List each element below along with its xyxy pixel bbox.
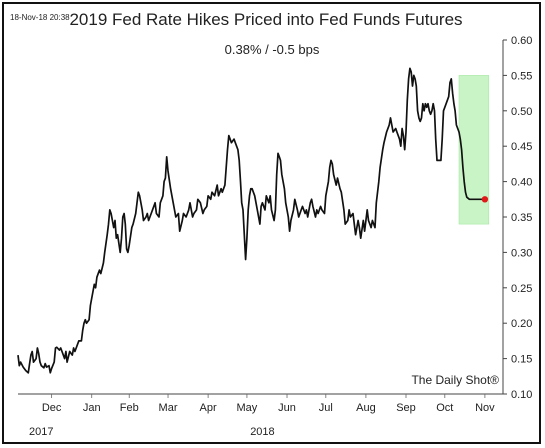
- y-tick-label: 0.55: [511, 70, 532, 82]
- x-tick-label: Jan: [83, 402, 101, 414]
- y-tick-label: 0.45: [511, 141, 532, 153]
- x-tick-label: Jul: [319, 402, 333, 414]
- y-tick-label: 0.30: [511, 247, 532, 259]
- x-tick-label: Aug: [356, 402, 376, 414]
- last-value-dot: [481, 196, 489, 203]
- plot-layer: 0.10 0.15 0.20 0.25 0.30 0.35 0.40 0.45 0.50 0.55…: [17, 35, 532, 438]
- chart-title: 2019 Fed Rate Hikes Priced into Fed Fund…: [69, 10, 462, 29]
- watermark: The Daily Shot®: [411, 373, 499, 387]
- y-tick-label: 0.35: [511, 212, 532, 224]
- x-tick-label: Dec: [42, 402, 62, 414]
- x-tick-label: Sep: [396, 402, 416, 414]
- y-tick-label: 0.10: [511, 389, 532, 401]
- x-tick-label: May: [237, 402, 258, 414]
- y-tick-label: 0.25: [511, 283, 532, 295]
- x-tick-label: Apr: [200, 402, 217, 414]
- chart-svg: 18-Nov-18 20:38 2019 Fed Rate Hikes Pric…: [10, 10, 532, 438]
- y-tick-label: 0.40: [511, 177, 532, 189]
- timestamp: 18-Nov-18 20:38: [10, 13, 70, 22]
- series-line: [17, 67, 485, 374]
- y-tick-label: 0.50: [511, 106, 532, 118]
- chart-frame: 18-Nov-18 20:38 2019 Fed Rate Hikes Pric…: [2, 2, 541, 444]
- y-tick-label: 0.60: [511, 35, 532, 47]
- year-label: 2018: [250, 426, 274, 438]
- x-tick-label: Mar: [159, 402, 178, 414]
- x-tick-label: Oct: [436, 402, 453, 414]
- x-tick-label: Feb: [120, 402, 139, 414]
- year-label: 2017: [29, 426, 53, 438]
- y-tick-label: 0.15: [511, 354, 532, 366]
- chart-subtitle: 0.38% / -0.5 bps: [225, 42, 320, 57]
- y-tick-label: 0.20: [511, 318, 532, 330]
- x-tick-label: Jun: [278, 402, 296, 414]
- x-tick-label: Nov: [475, 402, 495, 414]
